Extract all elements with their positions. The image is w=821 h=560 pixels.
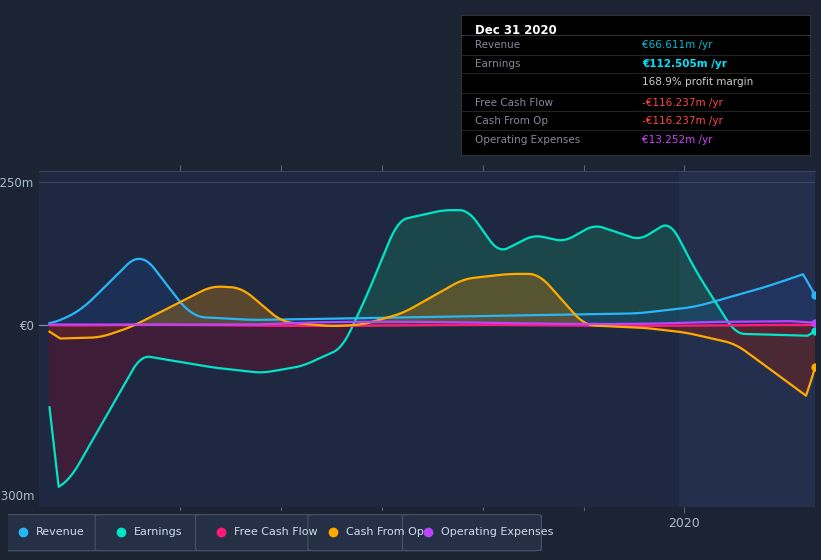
Text: Cash From Op: Cash From Op bbox=[346, 528, 424, 537]
Text: Operating Expenses: Operating Expenses bbox=[441, 528, 553, 537]
Text: Revenue: Revenue bbox=[36, 528, 85, 537]
Text: €112.505m /yr: €112.505m /yr bbox=[642, 59, 727, 69]
Text: Free Cash Flow: Free Cash Flow bbox=[475, 98, 553, 108]
Text: Earnings: Earnings bbox=[475, 59, 521, 69]
Bar bbox=[679, 171, 815, 507]
FancyBboxPatch shape bbox=[0, 515, 107, 551]
Text: -€116.237m /yr: -€116.237m /yr bbox=[642, 116, 723, 126]
FancyBboxPatch shape bbox=[402, 515, 541, 551]
FancyBboxPatch shape bbox=[95, 515, 206, 551]
Text: -€116.237m /yr: -€116.237m /yr bbox=[642, 98, 723, 108]
Text: Earnings: Earnings bbox=[134, 528, 182, 537]
Text: Operating Expenses: Operating Expenses bbox=[475, 135, 580, 145]
Text: Dec 31 2020: Dec 31 2020 bbox=[475, 24, 557, 37]
Text: Revenue: Revenue bbox=[475, 40, 521, 50]
Text: 168.9% profit margin: 168.9% profit margin bbox=[642, 77, 754, 87]
Text: Free Cash Flow: Free Cash Flow bbox=[234, 528, 318, 537]
FancyBboxPatch shape bbox=[308, 515, 413, 551]
Text: Cash From Op: Cash From Op bbox=[475, 116, 548, 126]
Text: €13.252m /yr: €13.252m /yr bbox=[642, 135, 713, 145]
Text: €66.611m /yr: €66.611m /yr bbox=[642, 40, 713, 50]
FancyBboxPatch shape bbox=[195, 515, 317, 551]
